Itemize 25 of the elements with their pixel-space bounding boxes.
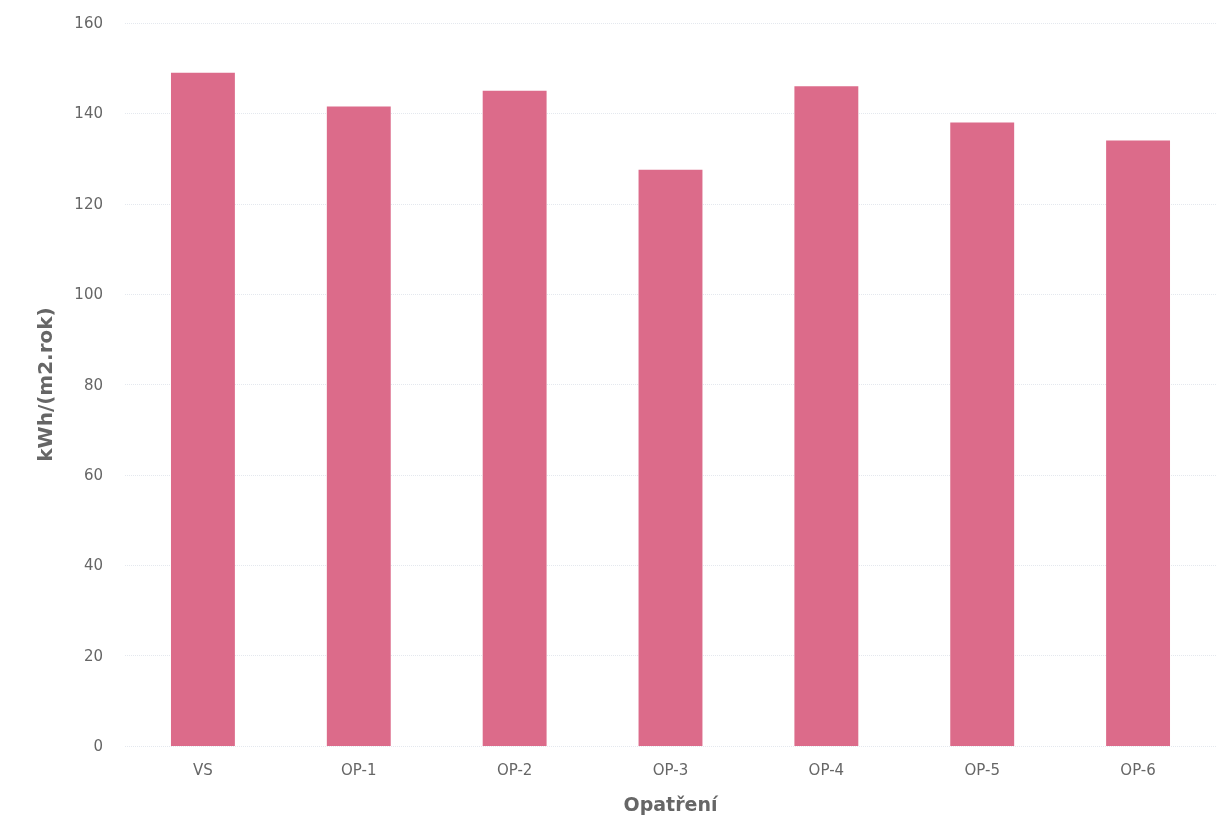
y-tick-label: 0 [93,737,103,755]
x-tick-label: OP-3 [652,760,689,779]
y-tick-label: 160 [74,14,103,32]
y-tick-label: 140 [74,104,103,123]
x-tick-label: OP-2 [496,760,533,779]
bar [950,122,1015,746]
y-tick-label: 60 [83,465,103,484]
y-tick-label: 20 [83,646,103,665]
x-axis-title: Opatření [623,792,719,815]
bar [482,90,547,746]
x-tick-label: OP-5 [964,760,1000,779]
y-axis-title: kWh/(m2.rok) [33,307,57,462]
x-tick-label: OP-6 [1120,760,1156,779]
x-tick-label: OP-1 [341,760,377,779]
bar [638,169,703,746]
y-tick-label: 80 [83,375,103,394]
y-tick-label: 40 [83,556,103,575]
bar [1106,140,1171,746]
x-tick-label: VS [193,760,213,779]
bar [794,86,859,746]
y-tick-label: 100 [74,285,103,304]
bar [170,72,235,746]
x-tick-label: OP-4 [808,760,845,779]
y-tick-label: 120 [74,194,103,213]
bar [326,106,391,746]
